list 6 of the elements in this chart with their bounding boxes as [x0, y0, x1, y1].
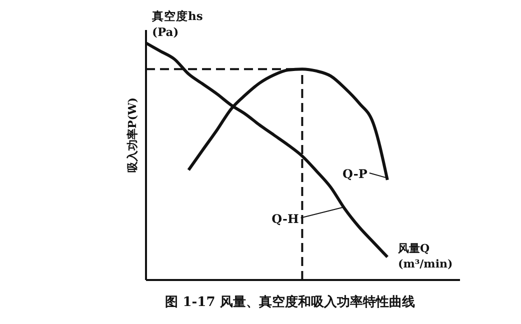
legend-label: Q-P	[342, 166, 368, 181]
text: 图 1-17 风量、真空度和吸入功率特性曲线	[165, 294, 415, 310]
y-axis-title: 吸入功率P(W)	[126, 97, 139, 173]
text: 真空度hs (Pa)	[151, 9, 203, 40]
x-axis-title: 风量Q (m³/min)	[397, 242, 453, 270]
legend-label: Q-H	[272, 212, 299, 226]
